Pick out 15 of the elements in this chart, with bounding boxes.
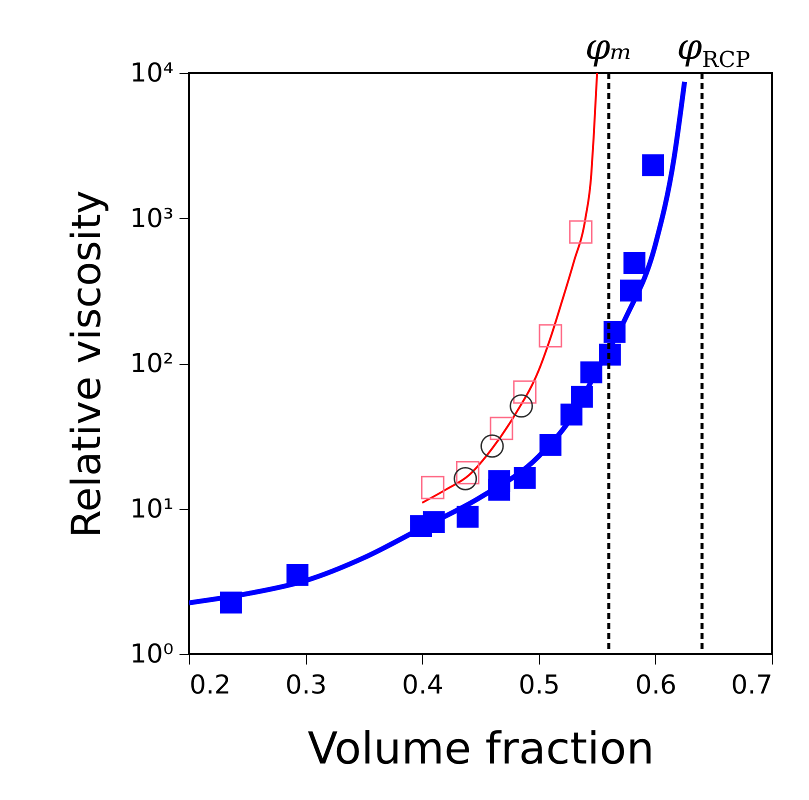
y-tick-label: 10² [130,349,174,379]
y-tick-label: 10³ [130,204,174,234]
x-tick-label: 0.3 [285,670,327,700]
x-axis-title: Volume fraction [308,724,654,774]
y-axis-title: Relative viscosity [64,190,110,538]
y-tick-label: 10¹ [130,494,174,524]
line-series [421,73,598,504]
ref-line-label: φₘ [585,27,632,68]
y-tick-label: 10⁰ [130,640,174,670]
x-tick-label: 0.7 [731,670,772,700]
x-tick-label: 0.6 [635,670,677,700]
x-tick-label: 0.2 [190,670,231,700]
x-tick-label: 0.5 [518,670,560,700]
x-tick-label: 0.4 [402,670,444,700]
y-tick-label: 10⁴ [130,58,174,88]
